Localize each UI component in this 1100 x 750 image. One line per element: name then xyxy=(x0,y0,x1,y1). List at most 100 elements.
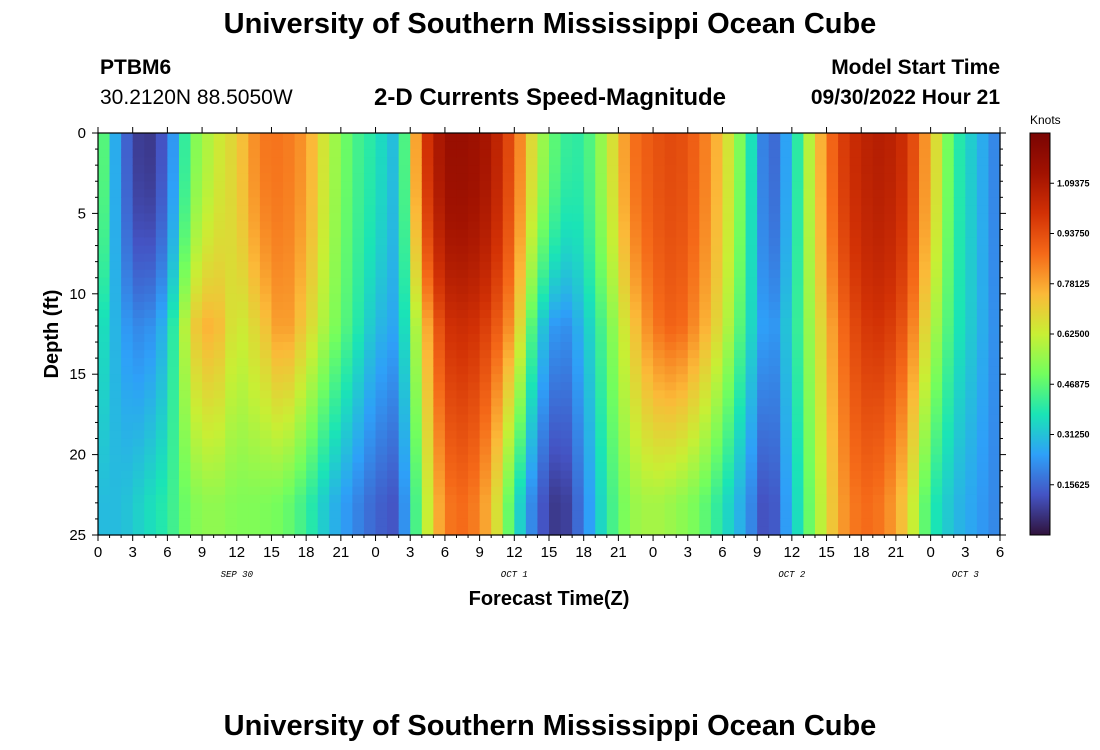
heatmap-cell xyxy=(606,269,619,279)
heatmap-cell xyxy=(572,165,585,174)
heatmap-cell xyxy=(502,245,515,255)
heatmap-cell xyxy=(225,374,238,383)
heatmap-cell xyxy=(340,494,354,504)
heatmap-cell xyxy=(965,269,978,279)
heatmap-cell xyxy=(710,406,724,415)
heatmap-cell xyxy=(121,398,134,407)
heatmap-cell xyxy=(491,382,504,391)
heatmap-cell xyxy=(375,478,388,488)
heatmap-cell xyxy=(838,141,851,150)
heatmap-cell xyxy=(178,245,192,255)
heatmap-cell xyxy=(930,462,943,472)
heatmap-cell xyxy=(988,366,1001,375)
heatmap-cell xyxy=(537,221,550,231)
heatmap-cell xyxy=(537,446,550,456)
heatmap-cell xyxy=(757,133,770,142)
heatmap-cell xyxy=(803,486,816,496)
heatmap-cell xyxy=(132,526,145,536)
heatmap-cell xyxy=(271,221,284,231)
heatmap-cell xyxy=(919,454,932,464)
heatmap-cell xyxy=(514,510,527,520)
heatmap-cell xyxy=(444,317,458,327)
heatmap-cell xyxy=(803,478,816,488)
heatmap-cell xyxy=(479,406,492,415)
heatmap-cell xyxy=(722,181,735,190)
heatmap-cell xyxy=(595,317,608,327)
heatmap-cell xyxy=(907,446,920,456)
heatmap-cell xyxy=(629,205,643,214)
heatmap-cell xyxy=(398,213,411,223)
x-tick-label: 18 xyxy=(853,544,870,561)
heatmap-cell xyxy=(791,301,805,311)
heatmap-cell xyxy=(838,358,851,367)
heatmap-cell xyxy=(121,221,134,231)
heatmap-cell xyxy=(410,157,423,166)
heatmap-cell xyxy=(213,317,226,327)
heatmap-cell xyxy=(363,494,377,504)
heatmap-cell xyxy=(745,253,758,263)
heatmap-cell xyxy=(849,189,862,198)
heatmap-cell xyxy=(791,285,805,295)
heatmap-cell xyxy=(109,358,122,367)
heatmap-cell xyxy=(618,317,631,327)
heatmap-cell xyxy=(352,422,365,432)
heatmap-cell xyxy=(907,478,920,488)
heatmap-cell xyxy=(861,390,874,399)
heatmap-cell xyxy=(768,406,781,415)
heatmap-cell xyxy=(375,133,388,142)
heatmap-cell xyxy=(826,269,839,279)
heatmap-cell xyxy=(953,229,966,239)
heatmap-cell xyxy=(525,133,539,142)
heatmap-cell xyxy=(583,430,596,440)
heatmap-cell xyxy=(826,229,839,239)
heatmap-cell xyxy=(410,149,423,158)
heatmap-cell xyxy=(618,213,631,223)
heatmap-cell xyxy=(745,285,758,295)
heatmap-cell xyxy=(190,510,203,520)
heatmap-cell xyxy=(930,518,943,528)
heatmap-cell xyxy=(398,446,411,456)
heatmap-cell xyxy=(190,430,203,440)
heatmap-cell xyxy=(676,293,689,303)
heatmap-cell xyxy=(317,197,330,206)
heatmap-cell xyxy=(629,229,643,239)
heatmap-cell xyxy=(942,261,955,271)
heatmap-cell xyxy=(283,502,296,512)
heatmap-cell xyxy=(479,197,492,206)
heatmap-cell xyxy=(225,438,238,448)
heatmap-cell xyxy=(884,133,897,142)
heatmap-cell xyxy=(676,358,689,367)
heatmap-cell xyxy=(259,366,273,375)
heatmap-cell xyxy=(190,494,203,504)
heatmap-cell xyxy=(433,229,446,239)
heatmap-cell xyxy=(826,366,839,375)
heatmap-cell xyxy=(919,350,932,359)
heatmap-cell xyxy=(468,229,481,239)
heatmap-cell xyxy=(109,334,122,343)
heatmap-cell xyxy=(283,430,296,440)
heatmap-cell xyxy=(791,470,805,480)
heatmap-cell xyxy=(363,486,377,496)
heatmap-cell xyxy=(930,366,943,375)
heatmap-cell xyxy=(294,486,307,496)
heatmap-cell xyxy=(178,526,192,536)
heatmap-cell xyxy=(965,301,978,311)
heatmap-cell xyxy=(768,157,781,166)
heatmap-cell xyxy=(953,470,966,480)
heatmap-cell xyxy=(433,526,446,536)
heatmap-cell xyxy=(768,350,781,359)
heatmap-cell xyxy=(653,253,666,263)
heatmap-cell xyxy=(549,510,562,520)
heatmap-cell xyxy=(849,309,862,319)
heatmap-cell xyxy=(514,133,527,142)
heatmap-cell xyxy=(629,325,643,335)
heatmap-cell xyxy=(514,478,527,488)
heatmap-cell xyxy=(525,342,539,351)
heatmap-cell xyxy=(456,157,469,166)
heatmap-cell xyxy=(895,317,909,327)
heatmap-cell xyxy=(549,334,562,343)
heatmap-cell xyxy=(965,197,978,206)
heatmap-cell xyxy=(653,390,666,399)
heatmap-cell xyxy=(653,245,666,255)
heatmap-cell xyxy=(549,165,562,174)
